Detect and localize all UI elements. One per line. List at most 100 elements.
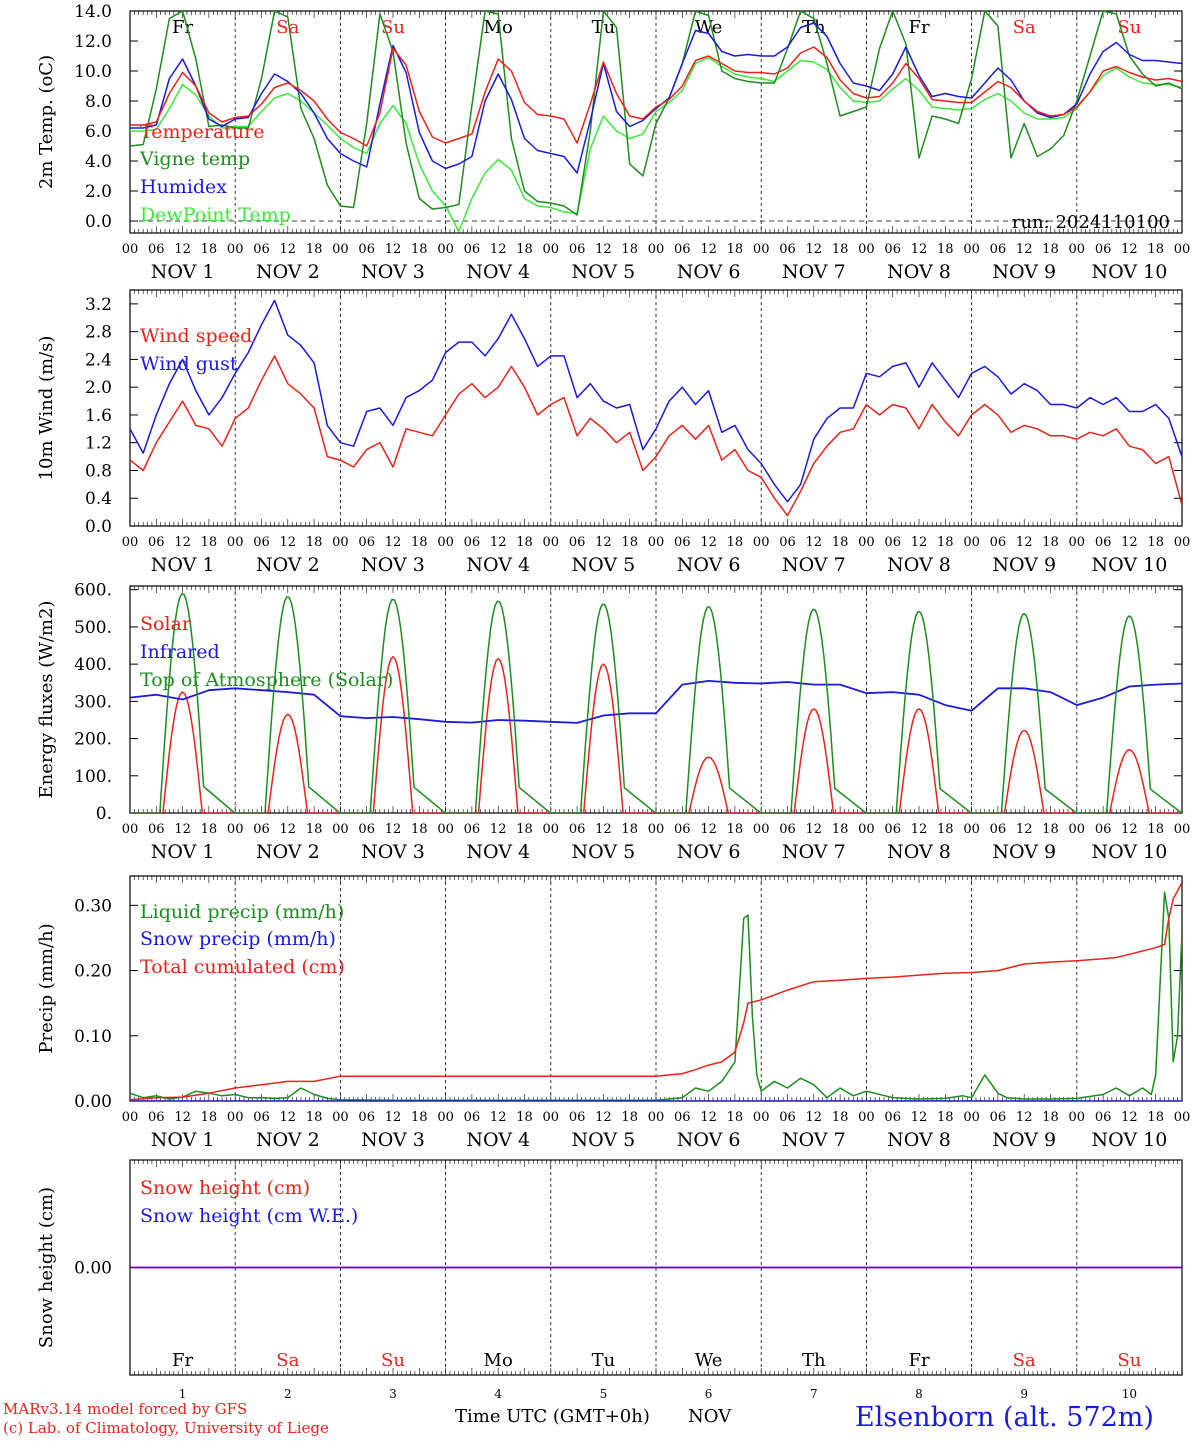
x-hour-label: 12 [911,535,928,550]
x-day-label: NOV 9 [992,841,1056,863]
x-hour-label: 18 [201,535,218,550]
x-day-label: NOV 6 [677,841,741,863]
x-day-label: NOV 8 [887,261,951,283]
x-hour-label: 12 [806,242,823,257]
x-hour-label: 06 [569,535,586,550]
station-name: Elsenborn (alt. 572m) [855,1402,1154,1433]
legend-entry: Solar [140,613,192,635]
legend-entry: Total cumulated (cm) [140,956,345,978]
x-hour-label: 12 [174,1110,191,1125]
day-number-label: 6 [705,1387,713,1401]
legend-entry: Temperature [140,121,264,143]
x-hour-label: 00 [753,1110,770,1125]
x-hour-label: 18 [1147,242,1164,257]
x-hour-label: 00 [963,1110,980,1125]
x-hour-label: 00 [1069,1110,1086,1125]
model-credit: MARv3.14 model forced by GFS [3,1400,248,1418]
x-hour-label: 12 [1121,535,1138,550]
y-axis-label: Energy fluxes (W/m2) [36,601,57,799]
x-hour-label: 00 [543,822,560,837]
x-hour-label: 18 [306,822,323,837]
x-day-label: NOV 8 [887,1129,951,1151]
x-hour-label: 00 [963,535,980,550]
x-hour-label: 12 [1016,822,1033,837]
x-hour-label: 06 [464,535,481,550]
y-axis-label: 2m Temp. (oC) [36,55,57,189]
y-tick-label: 300. [74,692,112,712]
y-tick-label: 0.30 [74,896,112,916]
y-tick-label: 0.10 [74,1027,112,1047]
x-day-label: NOV 6 [677,1129,741,1151]
x-hour-label: 00 [437,822,454,837]
weekday-label: Mo [484,1350,513,1371]
panel-snow: 0.00 Snow height (cm) Snow height (cm) Snow… [36,1159,1183,1401]
series-line-red [130,355,1182,517]
x-day-label: NOV 10 [1091,261,1167,283]
weekday-label: Su [381,1350,405,1371]
series-line-green [130,891,1182,1101]
weekday-label: We [695,17,723,38]
x-hour-label: 18 [411,1110,428,1125]
x-hour-label: 12 [911,1110,928,1125]
x-hour-label: 12 [174,535,191,550]
x-hour-label: 18 [201,1110,218,1125]
x-hour-label: 12 [700,242,717,257]
weekday-label: Mo [484,17,513,38]
weekday-label: Su [1117,17,1141,38]
x-hour-label: 06 [1095,242,1112,257]
x-hour-label: 18 [1147,535,1164,550]
x-hour-label: 12 [1016,535,1033,550]
day-number-label: 4 [494,1387,502,1401]
x-hour-label: 12 [280,535,297,550]
y-axis-label: Precip (mm/h) [36,923,57,1053]
x-day-label: NOV 1 [151,554,215,576]
x-hour-label: 00 [1069,535,1086,550]
x-hour-label: 06 [884,1110,901,1125]
day-number-label: 2 [284,1387,292,1401]
x-hour-label: 06 [253,242,270,257]
legend-entry: Snow height (cm W.E.) [140,1205,358,1227]
x-day-label: NOV 8 [887,554,951,576]
x-hour-label: 00 [648,535,665,550]
x-hour-label: 12 [1121,242,1138,257]
x-hour-label: 18 [516,242,533,257]
legend-entry: Top of Atmosphere (Solar) [140,669,393,691]
x-day-label: NOV 4 [466,1129,530,1151]
x-hour-label: 12 [385,1110,402,1125]
x-hour-label: 18 [306,535,323,550]
x-day-label: NOV 6 [677,554,741,576]
day-number-label: 7 [810,1387,818,1401]
x-day-label: NOV 10 [1091,1129,1167,1151]
x-hour-label: 06 [569,242,586,257]
x-hour-label: 18 [1042,1110,1059,1125]
day-number-label: 10 [1122,1387,1137,1401]
x-hour-label: 06 [779,242,796,257]
x-day-label: NOV 5 [572,1129,636,1151]
x-hour-label: 18 [1147,822,1164,837]
x-hour-label: 06 [148,1110,165,1125]
series-line-red [130,882,1182,1101]
y-tick-label: 2.4 [85,350,112,370]
x-day-label: NOV 7 [782,1129,846,1151]
x-hour-label: 06 [358,1110,375,1125]
x-hour-label: 12 [595,822,612,837]
x-hour-label: 12 [490,822,507,837]
y-tick-label: 0.8 [85,461,112,481]
x-hour-label: 18 [937,535,954,550]
x-day-label: NOV 2 [256,1129,320,1151]
x-day-label: NOV 7 [782,554,846,576]
x-hour-label: 18 [1147,1110,1164,1125]
x-hour-label: 12 [1016,242,1033,257]
weekday-label: Fr [908,1350,929,1371]
weekday-label: Tu [592,1350,616,1371]
y-tick-label: 100. [74,767,112,787]
x-hour-label: 06 [674,535,691,550]
x-hour-label: 06 [990,1110,1007,1125]
x-hour-label: 00 [753,535,770,550]
x-hour-label: 00 [648,1110,665,1125]
x-day-label: NOV 5 [572,261,636,283]
legend-entry: Infrared [140,641,220,663]
y-tick-label: 3.2 [85,295,112,315]
x-hour-label: 06 [358,242,375,257]
x-hour-label: 06 [1095,1110,1112,1125]
